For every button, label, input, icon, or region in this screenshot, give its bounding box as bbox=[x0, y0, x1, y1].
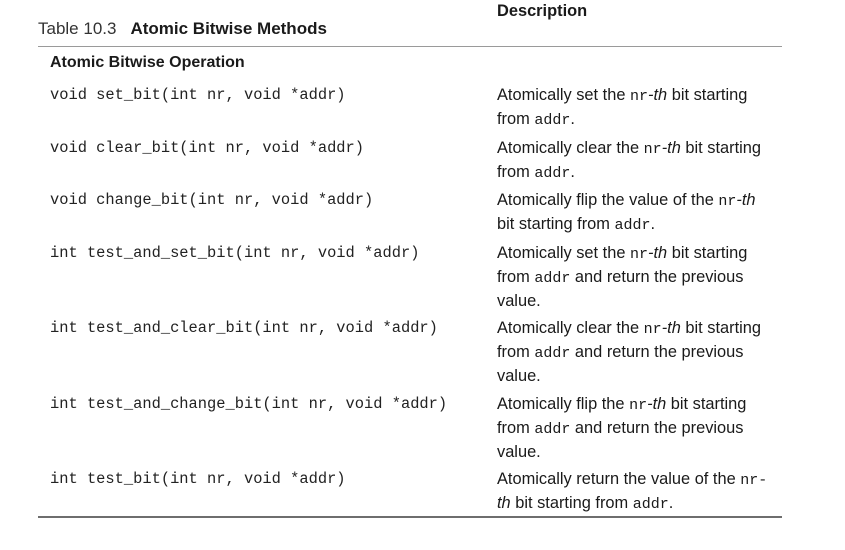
bottom-rule bbox=[38, 516, 782, 518]
method-description: Atomically set the nr-th bit starting fr… bbox=[497, 86, 748, 129]
method-description: Atomically return the value of the nr- t… bbox=[497, 470, 768, 513]
method-description: Atomically clear the nr-th bit starting … bbox=[497, 139, 761, 182]
top-rule bbox=[38, 46, 782, 47]
method-description: Atomically set the nr-th bit starting fr… bbox=[497, 244, 748, 310]
method-signature: void change_bit(int nr, void *addr) bbox=[50, 191, 374, 209]
method-signature: int test_and_clear_bit(int nr, void *add… bbox=[50, 319, 438, 337]
method-signature: int test_and_set_bit(int nr, void *addr) bbox=[50, 244, 420, 262]
method-description: Atomically flip the value of the nr-th b… bbox=[497, 191, 756, 234]
header-operation: Atomic Bitwise Operation bbox=[50, 54, 245, 71]
header-description: Description bbox=[497, 2, 588, 20]
method-signature: void clear_bit(int nr, void *addr) bbox=[50, 139, 365, 157]
method-signature: void set_bit(int nr, void *addr) bbox=[50, 86, 346, 104]
table-caption: Table 10.3 Atomic Bitwise Methods bbox=[38, 18, 327, 40]
table-title: Atomic Bitwise Methods bbox=[130, 19, 327, 38]
method-signature: int test_bit(int nr, void *addr) bbox=[50, 470, 346, 488]
method-description: Atomically clear the nr-th bit starting … bbox=[497, 319, 761, 385]
method-signature: int test_and_change_bit(int nr, void *ad… bbox=[50, 395, 448, 413]
method-description: Atomically flip the nr-th bit starting f… bbox=[497, 395, 747, 461]
table-number: Table 10.3 bbox=[38, 19, 117, 38]
